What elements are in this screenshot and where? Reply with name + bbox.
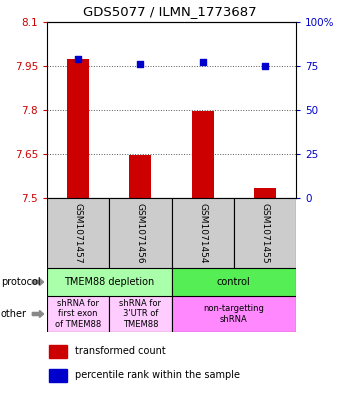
Bar: [109, 198, 171, 268]
Text: non-targetting
shRNA: non-targetting shRNA: [203, 304, 264, 324]
Bar: [47, 296, 109, 332]
Text: TMEM88 depletion: TMEM88 depletion: [64, 277, 154, 287]
Text: GSM1071456: GSM1071456: [136, 203, 145, 263]
Bar: [130, 156, 151, 198]
Point: [75, 56, 81, 62]
Bar: [171, 198, 234, 268]
Text: GSM1071455: GSM1071455: [260, 203, 269, 263]
Text: GSM1071454: GSM1071454: [198, 203, 207, 263]
Bar: [254, 188, 276, 198]
Text: protocol: protocol: [1, 277, 40, 287]
Bar: [171, 268, 296, 296]
Bar: [50, 345, 67, 358]
Text: transformed count: transformed count: [75, 346, 166, 356]
Bar: [171, 296, 296, 332]
Text: GDS5077 / ILMN_1773687: GDS5077 / ILMN_1773687: [83, 6, 257, 18]
Text: control: control: [217, 277, 251, 287]
Text: shRNA for
first exon
of TMEM88: shRNA for first exon of TMEM88: [55, 299, 101, 329]
Text: GSM1071457: GSM1071457: [74, 203, 83, 263]
Point: [262, 63, 268, 69]
Bar: [67, 59, 89, 198]
Bar: [192, 112, 214, 198]
Point: [138, 61, 143, 67]
Text: other: other: [1, 309, 27, 319]
Bar: [234, 198, 296, 268]
Text: percentile rank within the sample: percentile rank within the sample: [75, 370, 240, 380]
Bar: [109, 296, 171, 332]
Bar: [47, 268, 171, 296]
Point: [200, 59, 205, 66]
Bar: [47, 198, 109, 268]
Bar: [50, 369, 67, 382]
Text: shRNA for
3'UTR of
TMEM88: shRNA for 3'UTR of TMEM88: [119, 299, 162, 329]
